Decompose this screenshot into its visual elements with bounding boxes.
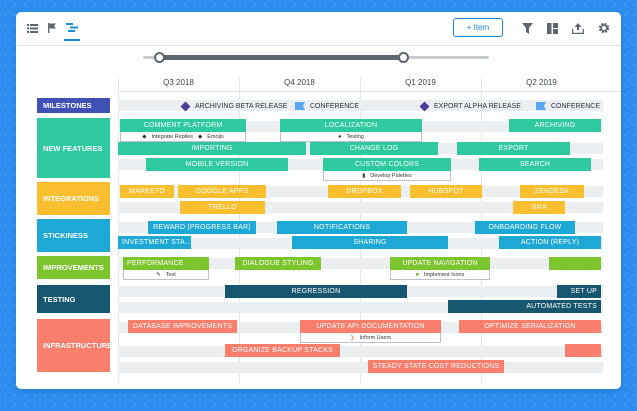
bar-localization[interactable]: LOCALIZATION xyxy=(280,119,422,132)
subtask-list[interactable]: ■ Implement Icons xyxy=(390,270,490,280)
filter-icon[interactable] xyxy=(519,20,535,36)
pencil-icon: ✎ xyxy=(156,271,161,278)
lane-label-infrastructure[interactable]: INFRASTRUCTURE xyxy=(37,319,112,372)
quarter-header: Q1 2019 xyxy=(405,78,436,87)
lane-track xyxy=(118,258,603,269)
lane-label-integrations[interactable]: INTEGRATIONS xyxy=(37,182,110,215)
bar-change-log[interactable]: CHANGE LOG xyxy=(310,142,438,155)
milestone-conference-2[interactable]: CONFERENCE xyxy=(536,100,600,112)
lane-track xyxy=(118,100,603,111)
lane-label-milestones[interactable]: MILESTONES xyxy=(37,98,110,113)
subtask-square-icon: ■ xyxy=(415,271,419,278)
bar-organize-backup-stacks[interactable]: ORGANIZE BACKUP STACKS xyxy=(225,344,340,357)
bar-importing[interactable]: IMPORTING xyxy=(118,142,306,155)
bar-automated-tests[interactable]: AUTOMATED TESTS xyxy=(448,300,601,313)
header-divider xyxy=(118,91,621,92)
time-range-selection xyxy=(159,55,403,60)
share-upload-icon[interactable] xyxy=(570,20,586,36)
lane-track xyxy=(118,346,603,357)
subtask-label: Develop Palettes xyxy=(370,172,412,179)
list-view-icon[interactable] xyxy=(24,20,40,36)
lane-track xyxy=(118,362,603,373)
flag-icon xyxy=(295,102,305,110)
milestone-label: CONFERENCE xyxy=(310,102,360,110)
bar-search[interactable]: SEARCH xyxy=(479,158,591,171)
subtask-label: Inform Users xyxy=(359,334,392,341)
bar-steady-state-cost-reductions[interactable]: STEADY STATE COST REDUCTIONS xyxy=(368,360,504,373)
bar-archiving[interactable]: ARCHIVING xyxy=(509,119,601,132)
milestone-diamond-icon xyxy=(419,101,430,111)
subtask-diamond-icon: ◆ xyxy=(198,133,203,140)
quarter-header: Q4 2018 xyxy=(284,78,315,87)
milestone-archiving-beta[interactable]: ARCHIVING BETA RELEASE xyxy=(180,100,288,112)
flag-view-icon[interactable] xyxy=(44,20,60,36)
bar-export[interactable]: EXPORT xyxy=(457,142,570,155)
timeline-view-icon[interactable] xyxy=(64,16,80,41)
toolbar: + Item xyxy=(16,12,621,46)
bar-jira[interactable]: JIRA xyxy=(513,201,565,214)
bar-dialogue-styling[interactable]: DIALOGUE STYLING xyxy=(235,257,321,270)
bar-custom-colors[interactable]: CUSTOM COLORS xyxy=(323,158,451,171)
lane-label-new-features[interactable]: NEW FEATURES xyxy=(37,118,110,178)
bar-hubspot[interactable]: HUBSPOT xyxy=(410,185,482,198)
bar-sharing[interactable]: SHARING xyxy=(292,236,448,249)
bar-dropbox[interactable]: DROPBOX xyxy=(328,185,401,198)
subtask-label: Test xyxy=(165,271,176,278)
milestone-label: ARCHIVING BETA RELEASE xyxy=(195,102,288,110)
subtask-label: Implement Icons xyxy=(423,271,465,278)
subtask-list[interactable]: ✎ Test xyxy=(123,270,209,280)
lane-label-stickiness[interactable]: STICKINESS xyxy=(37,219,110,252)
bar-set-up[interactable]: SET UP xyxy=(557,285,601,298)
bar-comment-platform[interactable]: COMMENT PLATFORM xyxy=(120,119,246,132)
subtask-bar-icon: ▮ xyxy=(362,172,366,179)
subtask-list[interactable]: ● Testing xyxy=(280,132,422,142)
subtask-label: Integrate Replies xyxy=(151,133,194,140)
range-end-handle[interactable] xyxy=(398,52,409,63)
bar-mobile-version[interactable]: MOBILE VERSION xyxy=(146,158,288,171)
subtask-label: Emojis xyxy=(207,133,224,140)
bar-action-reply[interactable]: ACTION (REPLY) xyxy=(499,236,601,249)
lane-label-improvements[interactable]: IMPROVEMENTS xyxy=(37,256,110,279)
bar-infrastructure-unlabeled[interactable] xyxy=(565,344,601,357)
subtask-list[interactable]: ▮ Develop Palettes xyxy=(323,171,451,181)
lane-track xyxy=(118,302,603,313)
bar-zendesk[interactable]: ZENDESK xyxy=(520,185,584,198)
add-item-button[interactable]: + Item xyxy=(453,18,503,37)
lane-label-testing[interactable]: TESTING xyxy=(37,285,110,313)
quarter-header: Q2 2019 xyxy=(526,78,557,87)
subtask-dot-icon: ● xyxy=(338,133,342,140)
subtask-label: Testing xyxy=(346,133,364,140)
bar-trello[interactable]: TRELLO xyxy=(180,201,265,214)
lane-track xyxy=(118,202,603,213)
bar-notifications[interactable]: NOTIFICATIONS xyxy=(277,221,407,234)
milestone-label: EXPORT ALPHA RELEASE xyxy=(434,102,521,110)
subtask-list[interactable]: ◆ Integrate Replies ◆ Emojis xyxy=(120,132,246,142)
bar-optimize-serialization[interactable]: OPTIMIZE SERIALIZATION xyxy=(459,320,601,333)
bar-update-api-documentation[interactable]: UPDATE API DOCUMENTATION xyxy=(300,320,441,333)
bar-investment[interactable]: INVESTMENT STA... xyxy=(118,236,191,249)
milestone-export-alpha[interactable]: EXPORT ALPHA RELEASE xyxy=(419,100,521,112)
bar-reward[interactable]: REWARD (PROGRESS BAR) xyxy=(148,221,256,234)
bar-database-improvements[interactable]: DATABASE IMPROVEMENTS xyxy=(128,320,237,333)
milestone-conference-1[interactable]: CONFERENCE xyxy=(295,100,359,112)
settings-gear-icon[interactable] xyxy=(596,20,612,36)
milestone-diamond-icon xyxy=(180,101,191,111)
bar-performance[interactable]: PERFORMANCE xyxy=(123,257,209,270)
bar-update-navigation[interactable]: UPDATE NAVIGATION xyxy=(390,257,490,270)
arrow-right-icon: ❯ xyxy=(349,334,355,341)
bar-google-apps[interactable]: GOOGLE APPS xyxy=(178,185,266,198)
milestone-label: CONFERENCE xyxy=(551,102,601,110)
flag-icon xyxy=(536,102,546,110)
bar-improvement-unlabeled[interactable] xyxy=(549,257,601,270)
layout-icon[interactable] xyxy=(544,20,560,36)
subtask-diamond-icon: ◆ xyxy=(142,133,147,140)
roadmap-window: + Item Q3 2018 Q4 2018 Q1 2019 Q2 2019 M… xyxy=(16,12,621,389)
quarter-header: Q3 2018 xyxy=(163,78,194,87)
bar-onboarding-flow[interactable]: ONBOARDING FLOW xyxy=(475,221,575,234)
bar-regression[interactable]: REGRESSION xyxy=(225,285,407,298)
bar-marketo[interactable]: MARKETO xyxy=(120,185,174,198)
range-start-handle[interactable] xyxy=(154,52,165,63)
subtask-list[interactable]: ❯ Inform Users xyxy=(300,333,441,343)
